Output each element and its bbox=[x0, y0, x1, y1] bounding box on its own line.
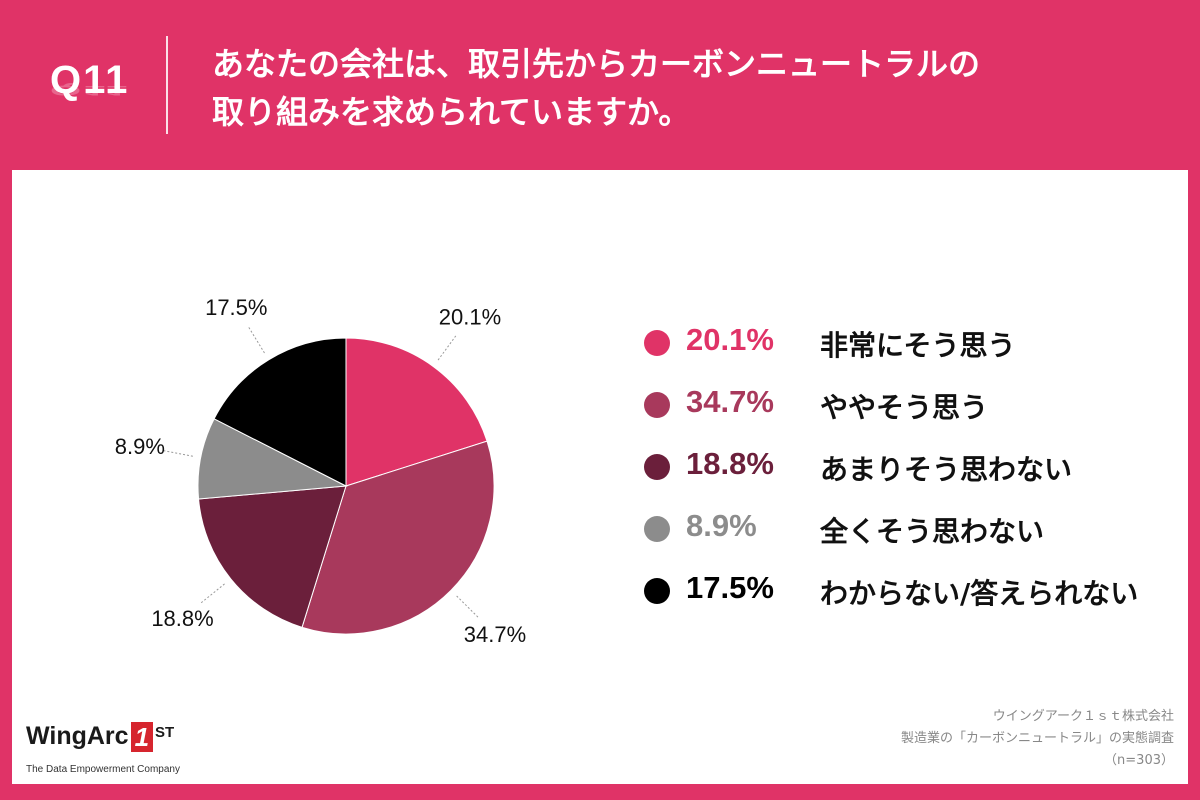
source-line-3: （n=303） bbox=[1104, 753, 1174, 768]
legend-dot-icon bbox=[644, 454, 670, 480]
title-line-2: 取り組みを求められていますか。 bbox=[212, 93, 691, 131]
pie-data-label: 8.9% bbox=[115, 434, 165, 459]
legend-label: あまりそう思わない bbox=[820, 453, 1073, 486]
legend-item: 20.1% 非常にそう思う bbox=[644, 318, 1184, 380]
legend-percent: 18.8% bbox=[686, 446, 774, 481]
pie-leader-line bbox=[161, 449, 193, 457]
legend-item: 34.7% ややそう思う bbox=[644, 380, 1184, 442]
legend-percent: 34.7% bbox=[686, 384, 774, 419]
legend-percent: 20.1% bbox=[686, 322, 774, 357]
logo-one-mark: 1 bbox=[130, 722, 154, 752]
legend-item: 17.5% わからない/答えられない bbox=[644, 566, 1184, 628]
legend: 20.1% 非常にそう思う 34.7% ややそう思う 18.8% あまりそう思わ… bbox=[644, 318, 1184, 628]
header: Q11 Q11 あなたの会社は、取引先からカーボンニュートラルの 取り組みを求め… bbox=[0, 0, 1200, 170]
pie-leader-line bbox=[456, 595, 480, 619]
pie-slice bbox=[197, 418, 348, 500]
logo-wordmark: WingArc 1 ST bbox=[26, 722, 174, 752]
logo-name-text: WingArc bbox=[26, 722, 129, 750]
source-line-1: ウイングアーク１ｓｔ株式会社 bbox=[992, 709, 1174, 724]
source-line-2: 製造業の「カーボンニュートラル」の実態調査 bbox=[900, 731, 1174, 746]
legend-dot-icon bbox=[644, 330, 670, 356]
source-note: ウイングアーク１ｓｔ株式会社 製造業の「カーボンニュートラル」の実態調査 （n=… bbox=[901, 706, 1174, 772]
logo-st-text: ST bbox=[155, 724, 175, 741]
company-logo: WingArc 1 ST The Data Empowerment Company bbox=[26, 718, 226, 778]
pie-slice bbox=[198, 485, 347, 628]
legend-item: 8.9% 全くそう思わない bbox=[644, 504, 1184, 566]
question-number-reflection: Q11 bbox=[50, 82, 130, 98]
legend-label: わからない/答えられない bbox=[820, 577, 1139, 610]
legend-label: 非常にそう思う bbox=[820, 329, 1016, 362]
title-line-1: あなたの会社は、取引先からカーボンニュートラルの bbox=[212, 45, 981, 83]
legend-dot-icon bbox=[644, 578, 670, 604]
pie-slice bbox=[213, 337, 347, 487]
pie-data-label: 17.5% bbox=[205, 295, 267, 320]
pie-data-label: 18.8% bbox=[151, 606, 213, 631]
legend-dot-icon bbox=[644, 516, 670, 542]
header-divider bbox=[166, 36, 168, 134]
legend-dot-icon bbox=[644, 392, 670, 418]
legend-label: ややそう思う bbox=[820, 391, 989, 424]
pie-leader-line bbox=[199, 583, 225, 605]
chart-panel: 20.1% 34.7% 18.8% 8.9% 17.5% 20.1% 非常にそう思う 3… bbox=[12, 170, 1188, 784]
question-number: Q11 bbox=[50, 58, 130, 102]
legend-percent: 8.9% bbox=[686, 508, 757, 543]
logo-tagline: The Data Empowerment Company bbox=[26, 764, 180, 775]
legend-percent: 17.5% bbox=[686, 570, 774, 605]
pie-data-label: 20.1% bbox=[439, 304, 501, 329]
pie-chart: 20.1% 34.7% 18.8% 8.9% 17.5% bbox=[115, 295, 526, 647]
legend-item: 18.8% あまりそう思わない bbox=[644, 442, 1184, 504]
pie-slice bbox=[301, 440, 495, 635]
pie-leader-line bbox=[437, 333, 458, 361]
pie-leader-line bbox=[247, 325, 265, 354]
legend-label: 全くそう思わない bbox=[820, 515, 1045, 548]
question-title: あなたの会社は、取引先からカーボンニュートラルの 取り組みを求められていますか。 bbox=[212, 40, 1172, 136]
pie-data-label: 34.7% bbox=[464, 622, 526, 647]
pie-slice bbox=[345, 337, 488, 487]
